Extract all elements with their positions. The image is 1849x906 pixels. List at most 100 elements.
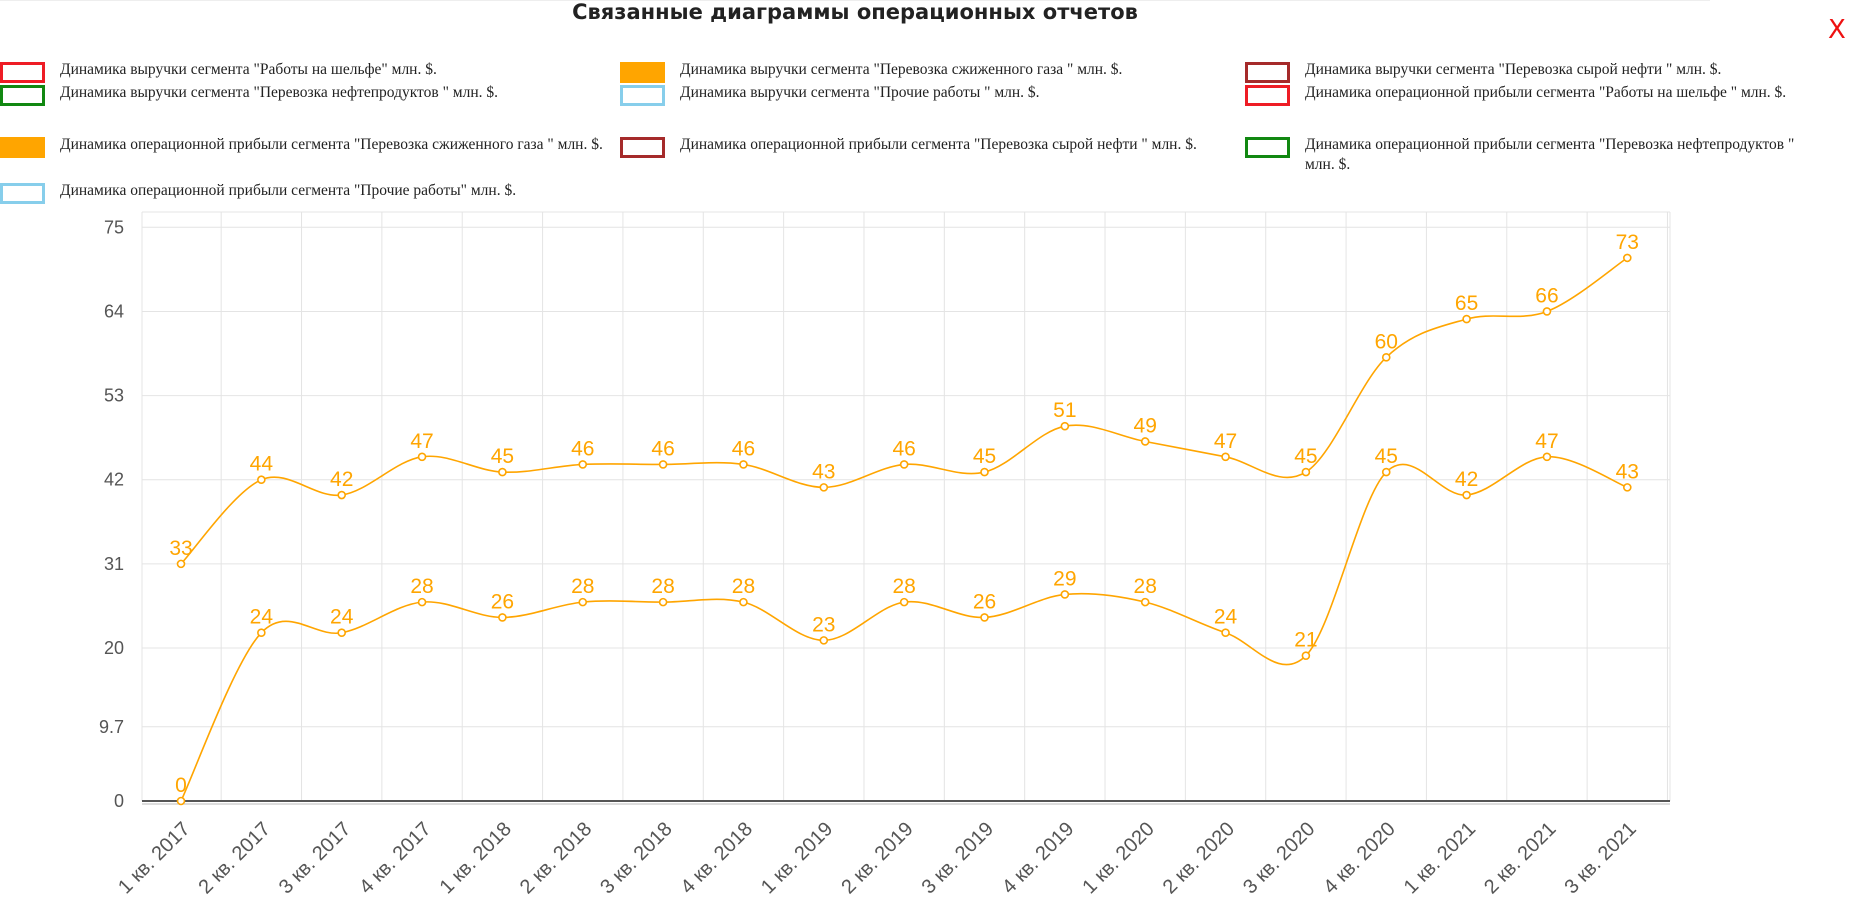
data-label: 51: [1053, 399, 1076, 422]
legend-item[interactable]: Динамика выручки сегмента "Перевозка сжи…: [620, 60, 1160, 83]
data-point: [739, 597, 748, 607]
data-point: [498, 467, 507, 477]
data-point: [1542, 452, 1552, 462]
data-point: [899, 460, 909, 469]
data-label: 46: [732, 437, 755, 460]
x-tick-label: 2 кв. 2017: [195, 818, 275, 898]
legend-label: Динамика операционной прибыли сегмента "…: [680, 136, 1197, 153]
data-label: 28: [571, 575, 594, 598]
legend-label: Динамика операционной прибыли сегмента "…: [1305, 84, 1787, 101]
x-tick-label: 1 кв. 2020: [1078, 818, 1158, 898]
legend-label: Динамика операционной прибыли сегмента "…: [60, 182, 517, 199]
data-point: [1140, 437, 1150, 446]
legend-item[interactable]: Динамика операционной прибыли сегмента "…: [620, 135, 1210, 158]
y-tick-label: 0: [114, 791, 124, 811]
legend-label: Динамика выручки сегмента "Перевозка сжи…: [680, 61, 1123, 78]
data-label: 24: [330, 606, 354, 629]
x-tick-label: 2 кв. 2020: [1159, 818, 1239, 898]
legend-swatch: [620, 137, 665, 158]
legend-item[interactable]: Динамика выручки сегмента "Перевозка неф…: [0, 83, 540, 106]
x-tick-label: 3 кв. 2021: [1560, 818, 1640, 898]
close-button[interactable]: X: [1828, 15, 1846, 45]
legend-label: Динамика операционной прибыли сегмента "…: [60, 136, 603, 153]
legend-label: Динамика выручки сегмента "Работы на шел…: [60, 61, 437, 78]
x-tick-label: 2 кв. 2021: [1480, 818, 1560, 898]
y-tick-label: 64: [104, 301, 124, 321]
data-label: 23: [812, 613, 835, 636]
legend-swatch: [1245, 62, 1290, 83]
data-label: 47: [410, 430, 433, 453]
y-tick-label: 31: [104, 554, 124, 574]
title-bar: Связанные диаграммы операционных отчетов: [0, 0, 1710, 31]
x-tick-label: 1 кв. 2019: [757, 818, 837, 898]
data-point: [1060, 590, 1070, 599]
data-label: 28: [1134, 575, 1157, 598]
legend-item[interactable]: Динамика операционной прибыли сегмента "…: [0, 135, 620, 158]
data-point: [899, 597, 909, 607]
y-tick-label: 75: [104, 217, 124, 237]
data-point: [1462, 490, 1471, 500]
data-label: 49: [1134, 414, 1157, 437]
data-label: 21: [1294, 629, 1317, 652]
data-point: [1301, 467, 1311, 477]
x-tick-label: 1 кв. 2018: [436, 818, 516, 898]
series-lines: [176, 253, 1632, 806]
data-label: 42: [330, 468, 353, 491]
x-tick-label: 3 кв. 2018: [596, 818, 676, 898]
legend-item[interactable]: Динамика выручки сегмента "Работы на шел…: [0, 60, 540, 83]
data-point: [1060, 421, 1070, 431]
data-labels: 33 44 42 47 45 46 46 46 43 46 45 51 49 47 45 60 65 66 73 0 2…: [169, 231, 1639, 797]
data-point: [658, 460, 668, 469]
data-label: 24: [1214, 606, 1238, 629]
legend-swatch: [620, 62, 665, 83]
data-label: 45: [1294, 445, 1317, 468]
legend-label: Динамика выручки сегмента "Прочие работы…: [680, 84, 1040, 101]
data-point: [739, 460, 748, 469]
data-label: 46: [892, 437, 915, 460]
x-tick-label: 3 кв. 2017: [275, 818, 355, 898]
x-tick-label: 1 кв. 2017: [114, 818, 194, 898]
x-tick-label: 3 кв. 2019: [918, 818, 998, 898]
data-point: [1462, 314, 1471, 324]
data-point: [176, 559, 186, 569]
x-tick-label: 2 кв. 2018: [516, 818, 596, 898]
data-label: 60: [1375, 330, 1398, 353]
data-point: [658, 597, 668, 607]
data-point: [819, 636, 829, 645]
data-label: 28: [651, 575, 674, 598]
legend-item[interactable]: Динамика операционной прибыли сегмента "…: [0, 181, 620, 204]
data-point: [337, 490, 347, 500]
data-point: [417, 452, 427, 462]
data-label: 26: [491, 590, 514, 613]
data-label: 28: [732, 575, 755, 598]
x-axis: 1 кв. 2017 2 кв. 2017 3 кв. 2017 4 кв. 2017…: [114, 818, 1641, 898]
grid: [141, 211, 1671, 805]
legend-item[interactable]: Динамика операционной прибыли сегмента "…: [1245, 135, 1805, 175]
legend-swatch: [1245, 85, 1290, 106]
legend-item[interactable]: Динамика операционной прибыли сегмента "…: [1245, 83, 1845, 106]
legend-swatch: [1245, 137, 1290, 158]
legend-label: Динамика выручки сегмента "Перевозка сыр…: [1305, 61, 1722, 78]
x-tick-label: 2 кв. 2019: [837, 818, 917, 898]
data-label: 45: [973, 445, 996, 468]
data-label: 28: [410, 575, 433, 598]
data-label: 73: [1616, 231, 1639, 254]
x-tick-label: 1 кв. 2021: [1400, 818, 1480, 898]
data-point: [980, 467, 989, 477]
legend-item[interactable]: Динамика выручки сегмента "Перевозка сыр…: [1245, 60, 1805, 83]
chart-title: Связанные диаграммы операционных отчетов: [572, 0, 1138, 24]
data-label: 24: [250, 606, 274, 629]
legend-item[interactable]: Динамика выручки сегмента "Прочие работы…: [620, 83, 1160, 106]
data-point: [1221, 452, 1230, 462]
series-line: [180, 257, 1628, 565]
legend: Динамика выручки сегмента "Работы на шел…: [0, 60, 1849, 210]
data-point: [980, 613, 989, 622]
legend-swatch: [620, 85, 665, 106]
data-label: 43: [812, 460, 835, 483]
data-point: [176, 796, 186, 806]
data-point: [1623, 483, 1632, 492]
legend-swatch: [0, 183, 45, 204]
y-tick-label: 9.7: [99, 717, 124, 737]
data-label: 66: [1535, 284, 1558, 307]
